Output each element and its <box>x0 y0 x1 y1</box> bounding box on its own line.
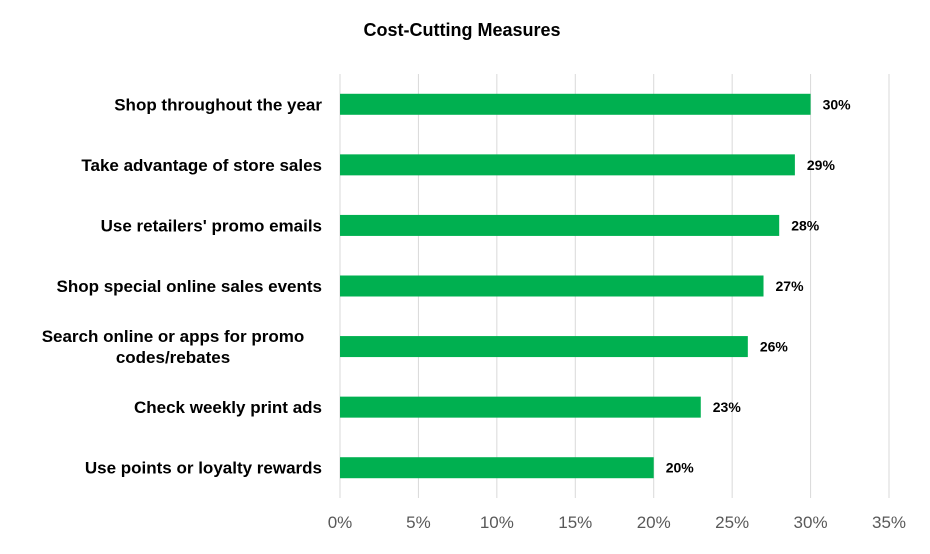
category-label: Search online or apps for promo codes/reb… <box>42 327 305 367</box>
bar <box>340 93 811 115</box>
category-label-line: Check weekly print ads <box>134 398 322 417</box>
category-label-line: Take advantage of store sales <box>81 156 322 175</box>
x-tick-label: 0% <box>328 513 353 532</box>
x-tick-label: 15% <box>558 513 592 532</box>
bar <box>340 336 748 358</box>
bars <box>340 93 811 479</box>
bar <box>340 214 780 236</box>
x-tick-label: 35% <box>872 513 906 532</box>
x-axis-tick-labels: 0% 5% 10% 15% 20% 25% 30% 35% <box>328 513 906 532</box>
bar-data-label: 28% <box>791 217 820 233</box>
x-tick-label: 5% <box>406 513 431 532</box>
category-label-line: Search online or apps for promo <box>42 327 305 346</box>
category-label-line: Use points or loyalty rewards <box>85 459 322 478</box>
bar-data-label: 23% <box>713 399 742 415</box>
bar-data-label: 20% <box>666 460 695 476</box>
bar <box>340 396 701 418</box>
bar <box>340 154 795 176</box>
category-label-line: codes/rebates <box>116 348 230 367</box>
x-tick-label: 20% <box>637 513 671 532</box>
bar-data-label: 27% <box>776 278 805 294</box>
category-label-line: Shop special online sales events <box>57 277 323 296</box>
category-label: Check weekly print ads <box>134 398 322 417</box>
chart-title: Cost-Cutting Measures <box>363 20 560 40</box>
bar <box>340 457 654 479</box>
bar-data-label: 29% <box>807 157 836 173</box>
bar-data-label: 26% <box>760 339 789 355</box>
category-label: Use points or loyalty rewards <box>85 459 322 478</box>
category-label: Shop throughout the year <box>114 95 322 114</box>
x-tick-label: 30% <box>794 513 828 532</box>
bar <box>340 275 764 297</box>
category-label: Take advantage of store sales <box>81 156 322 175</box>
x-tick-label: 25% <box>715 513 749 532</box>
category-label-line: Use retailers' promo emails <box>101 216 322 235</box>
category-label: Shop special online sales events <box>57 277 323 296</box>
category-label-line: Shop throughout the year <box>114 95 322 114</box>
bar-data-label: 30% <box>823 96 852 112</box>
data-labels: 30% 29% 28% 27% 26% 23% 20% <box>666 96 851 475</box>
category-label: Use retailers' promo emails <box>101 216 322 235</box>
category-labels: Shop throughout the year Take advantage o… <box>42 95 323 477</box>
x-tick-label: 10% <box>480 513 514 532</box>
